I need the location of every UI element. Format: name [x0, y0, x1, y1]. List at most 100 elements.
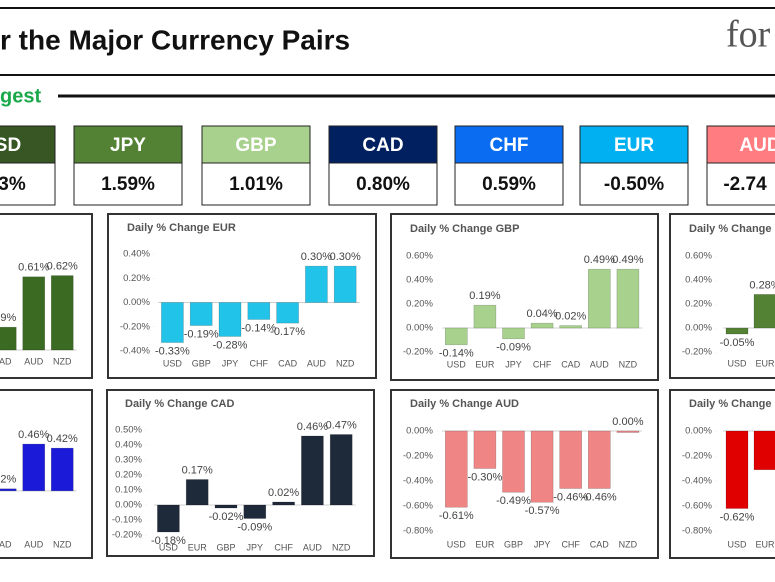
value-label: -0.09% [496, 342, 531, 354]
x-tick-label: NZD [619, 359, 638, 369]
value-label: 0.02% [268, 487, 299, 499]
x-tick-label: GBP [504, 539, 523, 549]
x-tick-label: EUR [755, 358, 775, 368]
bar [0, 326, 17, 351]
x-tick-label: AD [0, 539, 12, 549]
x-tick-label: CHF [250, 358, 269, 368]
chart-panel [107, 213, 377, 379]
bar [473, 304, 497, 329]
tile-change: 1.01% [229, 174, 283, 195]
x-tick-label: USD [163, 358, 183, 368]
y-tick-label: -0.80% [682, 526, 713, 537]
value-label: -0.62% [720, 511, 755, 523]
y-tick-label: 0.20% [115, 470, 142, 481]
x-tick-label: NZD [332, 542, 351, 552]
y-tick-label: -0.40% [682, 476, 713, 487]
tile-change: 3% [0, 174, 26, 195]
y-tick-label: -0.10% [112, 515, 143, 526]
value-label: -0.18% [151, 535, 186, 547]
x-tick-label: JPY [222, 358, 239, 368]
tile-currency: JPY [110, 135, 146, 156]
bar [0, 488, 17, 492]
bar [276, 302, 299, 324]
y-tick-label: -0.80% [403, 526, 434, 537]
y-tick-label: 0.60% [685, 251, 712, 262]
x-tick-label: EUR [755, 539, 775, 549]
tile-body [579, 162, 689, 206]
value-label: 0.61% [18, 262, 49, 274]
value-label: 0.46% [18, 429, 49, 441]
tile-change: -0.50% [604, 174, 664, 195]
y-tick-label: 0.40% [115, 440, 142, 451]
value-label: 0.30% [301, 251, 332, 263]
bar [247, 302, 271, 320]
x-tick-label: AUD [24, 356, 44, 366]
value-label: 02% [0, 474, 16, 486]
tile-header [579, 125, 689, 164]
y-tick-label: -0.20% [682, 347, 713, 358]
bar [333, 265, 357, 303]
x-tick-label: AUD [590, 359, 610, 369]
tile-body [454, 162, 564, 206]
tile-currency: CAD [362, 135, 403, 156]
tile-currency: CHF [489, 135, 528, 156]
tile-header [0, 125, 56, 164]
value-label: -0.19% [184, 328, 219, 340]
bar [616, 430, 640, 433]
tile-change: 0.80% [356, 174, 410, 195]
y-tick-label: -0.20% [403, 451, 434, 462]
y-tick-label: 0.00% [685, 426, 712, 437]
value-label: 0.49% [612, 254, 643, 266]
tile-currency: SD [0, 135, 21, 156]
value-label: 0.46% [297, 421, 328, 433]
tile-header [706, 125, 775, 164]
x-tick-label: NZD [53, 539, 72, 549]
y-tick-label: 0.00% [685, 323, 712, 334]
tile-body [328, 162, 438, 206]
y-tick-label: 0.50% [115, 425, 142, 436]
y-tick-label: 0.40% [406, 275, 433, 286]
chart-title: Daily % Change CAD [125, 398, 234, 410]
value-label: 0.62% [47, 261, 78, 273]
tile-header [73, 125, 183, 164]
value-label: -0.46% [553, 491, 588, 503]
value-label: 0.30% [330, 251, 361, 263]
tile-change: -2.74 [723, 174, 767, 195]
value-label: -0.02% [209, 511, 244, 523]
chart-panel [669, 389, 775, 559]
tile-header [328, 125, 438, 164]
value-label: -0.09% [237, 521, 272, 533]
bar [559, 325, 583, 329]
x-tick-label: AUD [303, 542, 323, 552]
bar [616, 268, 640, 329]
chart-title: Daily % Change [689, 398, 772, 410]
x-tick-label: USD [159, 542, 179, 552]
y-tick-label: -0.20% [112, 530, 143, 541]
value-label: -0.17% [270, 326, 305, 338]
x-tick-label: AUD [307, 358, 327, 368]
x-tick-label: CHF [561, 539, 580, 549]
bar [530, 430, 554, 503]
bar [22, 276, 46, 351]
y-tick-label: 0.40% [685, 275, 712, 286]
tile-body [706, 162, 775, 206]
value-label: -0.28% [213, 339, 248, 351]
page-title: r the Major Currency Pairs [0, 24, 350, 55]
bar [189, 302, 213, 326]
x-tick-label: CAD [278, 358, 298, 368]
value-label: -0.57% [525, 505, 560, 517]
bar [329, 434, 353, 506]
value-label: -0.05% [720, 337, 755, 349]
x-tick-label: CAD [590, 539, 610, 549]
logo: for [726, 14, 771, 56]
x-tick-label: NZD [336, 358, 355, 368]
x-tick-label: GBP [216, 542, 235, 552]
value-label: 0.00% [612, 416, 643, 428]
y-tick-label: 0.20% [685, 299, 712, 310]
value-label: 0.28% [749, 279, 775, 291]
tile-header [201, 125, 311, 164]
chart-title: Daily % Change AUD [410, 398, 519, 410]
chart-title: Daily % Change [689, 223, 772, 235]
bar [214, 504, 238, 509]
